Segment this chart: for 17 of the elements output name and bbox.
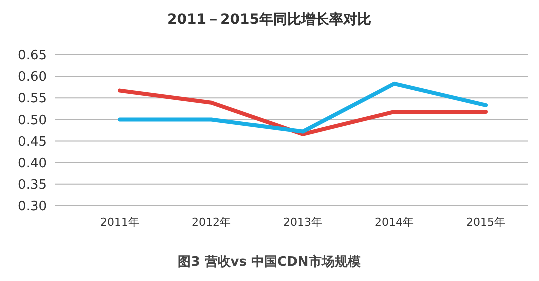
caption: 图3 营收vs 中国CDN市场规模 (178, 254, 361, 270)
y-tick-label: 0.30 (18, 200, 47, 215)
x-tick-label: 2012年 (192, 216, 231, 229)
y-tick-label: 0.40 (18, 156, 47, 172)
x-tick-label: 2013年 (284, 216, 322, 229)
y-tick-label: 0.60 (18, 70, 47, 86)
x-tick-label: 2011年 (100, 216, 140, 229)
y-tick-label: 0.55 (18, 92, 47, 107)
line-series (118, 88, 488, 136)
line-series (118, 82, 488, 134)
y-tick-label: 0.35 (18, 178, 47, 193)
y-tick-label: 0.50 (18, 113, 47, 128)
chart-title: 2011－2015年同比增长率对比 (168, 11, 372, 28)
y-tick-label: 0.65 (18, 48, 47, 64)
y-tick-label: 0.45 (18, 134, 47, 150)
x-tick-label: 2015年 (466, 216, 506, 229)
x-tick-label: 2014年 (375, 216, 414, 229)
